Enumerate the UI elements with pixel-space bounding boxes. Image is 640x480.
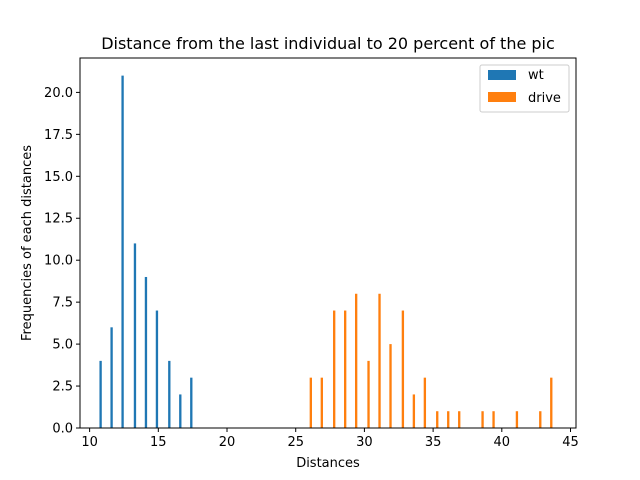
bar-drive-9 xyxy=(412,394,416,428)
y-axis-ticks: 0.0 2.5 5.0 7.5 10.0 12.5 15.0 17.5 20.0 xyxy=(44,86,80,437)
bars-group xyxy=(99,75,553,428)
bar-wt-0 xyxy=(99,360,102,428)
legend: wt drive xyxy=(479,64,570,113)
bar-wt-5 xyxy=(155,310,159,428)
bar-drive-7 xyxy=(389,344,392,428)
y-tick-label: 10.0 xyxy=(44,254,73,269)
bar-drive-6 xyxy=(378,293,381,428)
bar-wt-8 xyxy=(190,377,193,428)
y-tick-label: 2.5 xyxy=(52,380,73,395)
y-tick-label: 17.5 xyxy=(44,128,73,143)
legend-label-drive: drive xyxy=(528,91,561,106)
bar-drive-16 xyxy=(515,411,519,428)
bar-drive-2 xyxy=(333,310,336,428)
legend-swatch-wt xyxy=(488,70,516,80)
y-tick-label: 20.0 xyxy=(44,86,73,101)
legend-swatch-drive xyxy=(488,92,516,102)
bar-drive-13 xyxy=(458,411,461,428)
bar-drive-11 xyxy=(436,411,439,428)
bar-drive-14 xyxy=(481,411,484,428)
bar-drive-3 xyxy=(344,310,347,428)
plot-frame xyxy=(79,57,577,429)
bar-drive-1 xyxy=(320,377,323,428)
x-tick-label: 40 xyxy=(494,435,511,450)
bar-wt-3 xyxy=(133,243,137,428)
bar-drive-5 xyxy=(367,360,370,428)
bar-drive-4 xyxy=(354,293,358,428)
chart-title: Distance from the last individual to 20 … xyxy=(101,34,555,53)
x-axis-ticks: 10 15 20 25 30 35 40 45 xyxy=(81,428,579,450)
bar-wt-7 xyxy=(179,394,182,428)
y-tick-label: 5.0 xyxy=(52,338,73,353)
bar-drive-10 xyxy=(423,377,427,428)
bar-drive-12 xyxy=(447,411,450,428)
y-tick-label: 0.0 xyxy=(52,422,73,437)
x-tick-label: 10 xyxy=(81,435,98,450)
bar-wt-4 xyxy=(144,276,148,428)
x-axis-label: Distances xyxy=(296,456,360,471)
bar-drive-18 xyxy=(550,377,553,428)
legend-label-wt: wt xyxy=(528,68,544,83)
x-tick-label: 20 xyxy=(219,435,236,450)
bar-wt-6 xyxy=(168,360,171,428)
y-axis-label: Frequencies of each distances xyxy=(20,145,35,341)
x-tick-label: 35 xyxy=(425,435,442,450)
bar-drive-8 xyxy=(401,310,405,428)
y-tick-label: 7.5 xyxy=(52,296,73,311)
bar-wt-1 xyxy=(110,327,113,428)
y-tick-label: 15.0 xyxy=(44,170,73,185)
x-tick-label: 25 xyxy=(287,435,304,450)
x-tick-label: 30 xyxy=(356,435,373,450)
bar-drive-15 xyxy=(492,411,495,428)
bar-wt-2 xyxy=(121,75,124,428)
bar-drive-17 xyxy=(539,411,542,428)
x-tick-label: 15 xyxy=(150,435,167,450)
x-tick-label: 45 xyxy=(562,435,579,450)
bar-drive-0 xyxy=(309,377,312,428)
y-tick-label: 12.5 xyxy=(44,212,73,227)
